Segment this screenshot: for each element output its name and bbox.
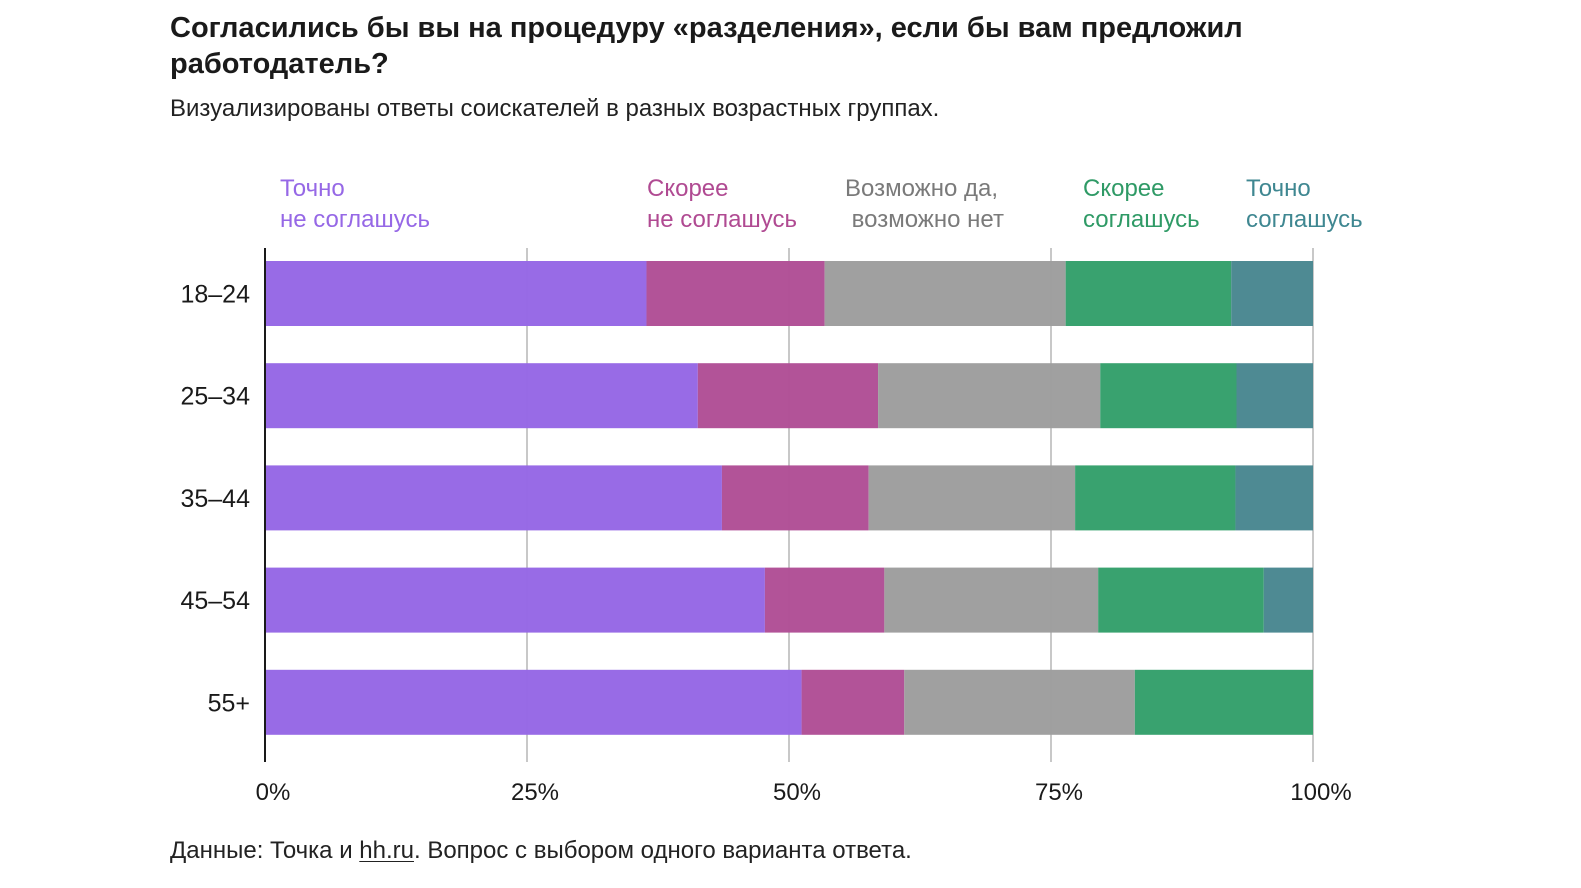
bars xyxy=(265,261,1313,735)
bar-segment-rather-no xyxy=(721,465,869,531)
x-tick-label: 0% xyxy=(256,779,291,806)
y-category-label: 18–24 xyxy=(180,281,250,309)
legend-label-line1: Скорее xyxy=(1083,175,1165,202)
bar-segment-maybe xyxy=(878,363,1101,429)
bar-segment-maybe xyxy=(884,567,1099,633)
source-prefix: Данные: Точка и xyxy=(170,837,360,864)
bar-segment-rather-yes xyxy=(1075,465,1236,531)
legend-label-line2: возможно нет xyxy=(845,206,1004,233)
bar-segment-definitely-yes xyxy=(1263,567,1313,633)
bar-segment-definitely-no xyxy=(265,669,802,735)
y-category-label: 35–44 xyxy=(180,485,250,513)
legend-label-line2: соглашусь xyxy=(1083,206,1200,233)
bar-segment-definitely-no xyxy=(265,567,765,633)
x-tick-label: 75% xyxy=(1035,779,1083,806)
bar-segment-rather-no xyxy=(764,567,885,633)
legend-item-rather-no: Скорее не соглашусь xyxy=(647,173,797,235)
legend-item-rather-yes: Скорее соглашусь xyxy=(1083,173,1200,235)
x-tick-label: 25% xyxy=(511,779,559,806)
bar-segment-rather-yes xyxy=(1100,363,1237,429)
legend-label-line1: Точно xyxy=(280,175,345,202)
chart-title: Согласились бы вы на процедуру «разделен… xyxy=(170,12,1243,80)
bar-segment-rather-no xyxy=(697,363,879,429)
source-note: Данные: Точка и hh.ru. Вопрос с выбором … xyxy=(170,836,912,866)
legend-label-line2: не соглашусь xyxy=(647,206,797,233)
bar-segment-rather-yes xyxy=(1134,669,1313,735)
y-category-label: 55+ xyxy=(208,689,250,717)
bar-segment-definitely-yes xyxy=(1235,465,1313,531)
y-category-label: 25–34 xyxy=(180,383,250,411)
source-link[interactable]: hh.ru xyxy=(359,837,414,864)
bar-segment-rather-yes xyxy=(1065,261,1232,326)
x-tick-label: 100% xyxy=(1290,779,1351,806)
bar-segment-rather-no xyxy=(801,669,905,735)
legend-item-maybe: Возможно да, возможно нет xyxy=(845,173,1004,235)
legend-item-definitely-yes: Точно соглашусь xyxy=(1246,173,1363,235)
bar-segment-definitely-yes xyxy=(1231,261,1313,326)
bar-segment-definitely-yes xyxy=(1236,363,1313,429)
legend-label-line1: Возможно да, xyxy=(845,175,999,202)
legend-label-line2: соглашусь xyxy=(1246,206,1363,233)
bar-segment-definitely-no xyxy=(265,465,722,531)
bar-segment-maybe xyxy=(824,261,1066,326)
bar-segment-rather-no xyxy=(646,261,825,326)
bar-segment-maybe xyxy=(904,669,1135,735)
bar-segment-rather-yes xyxy=(1098,567,1264,633)
legend-item-definitely-no: Точно не соглашусь xyxy=(280,173,430,235)
y-category-label: 45–54 xyxy=(180,587,250,615)
axis-labels: 0% 25% 50% 75% 100% 18–24 25–34 35–44 45–54 55+ xyxy=(180,281,1351,807)
bar-segment-definitely-no xyxy=(265,261,647,326)
chart-subtitle: Визуализированы ответы соискателей в раз… xyxy=(170,95,940,122)
source-suffix: . Вопрос с выбором одного варианта ответ… xyxy=(413,837,912,864)
x-tick-label: 50% xyxy=(773,779,821,806)
legend-label-line1: Скорее xyxy=(647,175,729,202)
legend-label-line2: не соглашусь xyxy=(280,206,430,233)
bar-segment-maybe xyxy=(868,465,1076,531)
bar-segment-definitely-no xyxy=(265,363,698,429)
legend-label-line1: Точно xyxy=(1246,175,1311,202)
